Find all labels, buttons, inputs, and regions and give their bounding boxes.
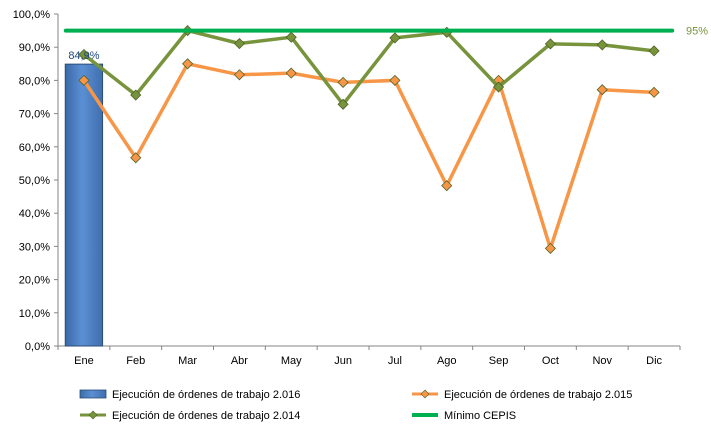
- y-tick-label: 10,0%: [19, 308, 50, 320]
- y-tick-label: 70,0%: [19, 109, 50, 121]
- x-tick-label-oct: Oct: [542, 355, 559, 367]
- y-tick-label: 90,0%: [19, 42, 50, 54]
- x-tick-label-ago: Ago: [437, 355, 457, 367]
- point-ejecuci-n-de-rdenes-de-trabajo-2-014: [544, 38, 556, 50]
- point-ejecuci-n-de-rdenes-de-trabajo-2-014: [389, 32, 401, 44]
- bar-ene: [64, 63, 104, 347]
- x-tick-label-jun: Jun: [334, 355, 352, 367]
- legend: Ejecución de órdenes de trabajo 2.016 Eje…: [79, 389, 632, 422]
- x-tick-label-feb: Feb: [126, 355, 145, 367]
- y-tick-label: 0,0%: [25, 341, 50, 353]
- y-tick-label: 60,0%: [19, 142, 50, 154]
- point-ejecuci-n-de-rdenes-de-trabajo-2-015: [130, 152, 142, 164]
- legend-item-ejecuci-n-de-rdenes-de-trabajo-2-016: Ejecución de órdenes de trabajo 2.016: [79, 389, 300, 401]
- y-tick-label: 20,0%: [19, 275, 50, 287]
- x-tick-label-ene: Ene: [74, 355, 94, 367]
- point-ejecuci-n-de-rdenes-de-trabajo-2-014: [78, 48, 90, 61]
- point-ejecuci-n-de-rdenes-de-trabajo-2-015: [78, 74, 90, 86]
- line-ejecuci-n-de-rdenes-de-trabajo-2-015: [82, 62, 656, 251]
- legend-label: Mínimo CEPIS: [444, 410, 516, 422]
- y-tick-marks: [54, 13, 58, 347]
- legend-marker: [88, 410, 98, 420]
- point-ejecuci-n-de-rdenes-de-trabajo-2-015: [285, 67, 297, 79]
- legend-item-m-nimo-cepis: Mínimo CEPIS: [412, 410, 516, 422]
- point-ejecuci-n-de-rdenes-de-trabajo-2-015: [233, 69, 245, 81]
- point-ejecuci-n-de-rdenes-de-trabajo-2-014: [493, 81, 505, 93]
- reference-line-label: 95%: [686, 26, 708, 38]
- point-ejecuci-n-de-rdenes-de-trabajo-2-015: [441, 180, 453, 192]
- x-tick-marks: [57, 346, 681, 350]
- x-tick-label-may: May: [281, 355, 302, 367]
- point-ejecuci-n-de-rdenes-de-trabajo-2-015: [544, 242, 556, 254]
- legend-label: Ejecución de órdenes de trabajo 2.016: [112, 389, 300, 401]
- point-ejecuci-n-de-rdenes-de-trabajo-2-015: [182, 58, 194, 70]
- point-ejecuci-n-de-rdenes-de-trabajo-2-014: [130, 89, 142, 101]
- point-ejecuci-n-de-rdenes-de-trabajo-2-014: [596, 39, 608, 51]
- legend-item-ejecuci-n-de-rdenes-de-trabajo-2-015: Ejecución de órdenes de trabajo 2.015: [412, 389, 632, 401]
- x-tick-label-abr: Abr: [231, 355, 248, 367]
- data-labels: 84,9% 95%: [68, 26, 708, 63]
- y-tick-label: 30,0%: [19, 241, 50, 253]
- x-tick-label-sep: Sep: [489, 355, 509, 367]
- x-tick-label-mar: Mar: [178, 355, 197, 367]
- x-tick-label-dic: Dic: [646, 355, 662, 367]
- bar-series: [64, 63, 104, 347]
- y-tick-label: 100,0%: [13, 9, 51, 21]
- point-ejecuci-n-de-rdenes-de-trabajo-2-015: [389, 74, 401, 86]
- point-ejecuci-n-de-rdenes-de-trabajo-2-014: [285, 31, 297, 43]
- line-ejecuci-n-de-rdenes-de-trabajo-2-014: [82, 28, 656, 107]
- x-tick-label-nov: Nov: [592, 355, 612, 367]
- y-axis-labels: 0,0% 10,0% 20,0% 30,0% 40,0% 50,0% 60,0% 70,0% 8…: [13, 9, 51, 353]
- point-ejecuci-n-de-rdenes-de-trabajo-2-014: [648, 45, 660, 57]
- legend-label: Ejecución de órdenes de trabajo 2.015: [444, 389, 632, 401]
- legend-label: Ejecución de órdenes de trabajo 2.014: [112, 410, 300, 422]
- legend-swatch: [79, 389, 107, 399]
- y-tick-label: 40,0%: [19, 208, 50, 220]
- y-tick-label: 80,0%: [19, 75, 50, 87]
- point-ejecuci-n-de-rdenes-de-trabajo-2-014: [337, 98, 349, 110]
- point-ejecuci-n-de-rdenes-de-trabajo-2-015: [648, 86, 660, 98]
- y-tick-label: 50,0%: [19, 175, 50, 187]
- bar-data-label: 84,9%: [68, 50, 99, 62]
- legend-marker: [420, 389, 430, 399]
- point-ejecuci-n-de-rdenes-de-trabajo-2-015: [596, 84, 608, 96]
- x-axis-labels: Ene Feb Mar Abr May Jun Jul Ago Sep Oct Nov Dic: [74, 355, 662, 367]
- legend-item-ejecuci-n-de-rdenes-de-trabajo-2-014: Ejecución de órdenes de trabajo 2.014: [80, 410, 300, 422]
- x-tick-label-jul: Jul: [388, 355, 402, 367]
- point-ejecuci-n-de-rdenes-de-trabajo-2-014: [233, 37, 245, 50]
- line-series: [63, 25, 675, 254]
- point-ejecuci-n-de-rdenes-de-trabajo-2-015: [337, 76, 349, 88]
